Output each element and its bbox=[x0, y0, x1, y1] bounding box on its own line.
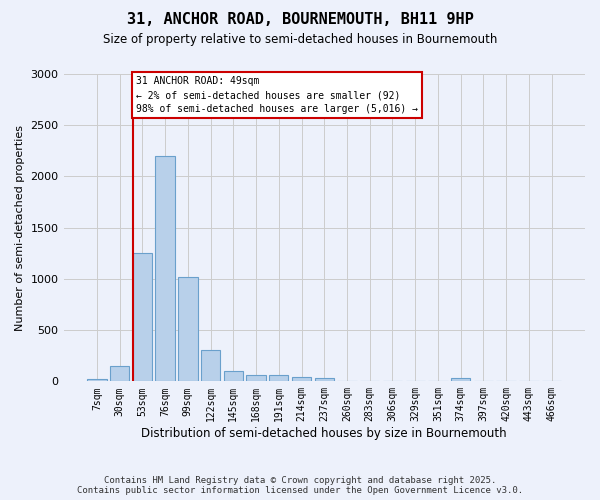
Y-axis label: Number of semi-detached properties: Number of semi-detached properties bbox=[15, 124, 25, 330]
X-axis label: Distribution of semi-detached houses by size in Bournemouth: Distribution of semi-detached houses by … bbox=[142, 427, 507, 440]
Text: Size of property relative to semi-detached houses in Bournemouth: Size of property relative to semi-detach… bbox=[103, 32, 497, 46]
Bar bbox=[269, 375, 289, 382]
Bar bbox=[201, 350, 220, 382]
Text: 31, ANCHOR ROAD, BOURNEMOUTH, BH11 9HP: 31, ANCHOR ROAD, BOURNEMOUTH, BH11 9HP bbox=[127, 12, 473, 28]
Bar bbox=[292, 377, 311, 382]
Bar bbox=[133, 254, 152, 382]
Text: 31 ANCHOR ROAD: 49sqm
← 2% of semi-detached houses are smaller (92)
98% of semi-: 31 ANCHOR ROAD: 49sqm ← 2% of semi-detac… bbox=[136, 76, 418, 114]
Bar bbox=[314, 378, 334, 382]
Bar bbox=[178, 277, 197, 382]
Bar bbox=[224, 371, 243, 382]
Text: Contains HM Land Registry data © Crown copyright and database right 2025.
Contai: Contains HM Land Registry data © Crown c… bbox=[77, 476, 523, 495]
Bar bbox=[451, 378, 470, 382]
Bar bbox=[110, 366, 130, 382]
Bar bbox=[247, 375, 266, 382]
Bar bbox=[155, 156, 175, 382]
Bar bbox=[87, 380, 107, 382]
